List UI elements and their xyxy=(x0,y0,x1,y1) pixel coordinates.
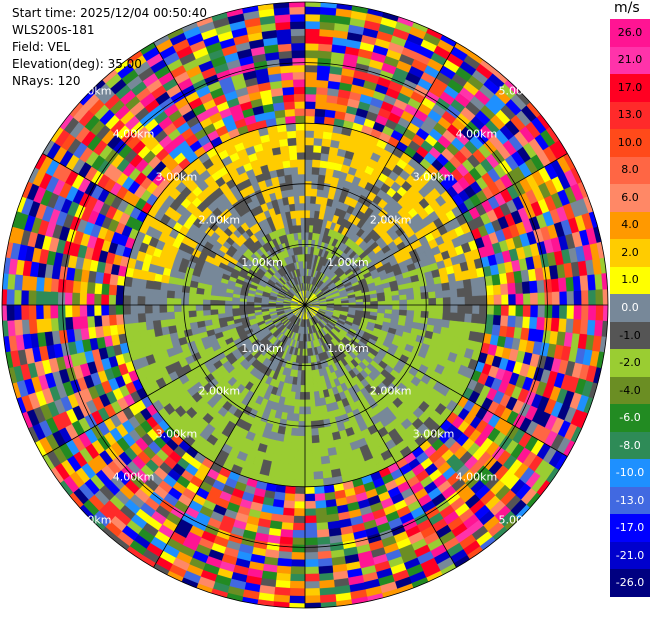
colorbar-tick-label: -4.0 xyxy=(619,383,641,397)
ring-label-5km-0: 5.00km xyxy=(70,85,112,98)
azimuth-spoke-1 xyxy=(304,42,457,306)
colorbar-tick-label: -1.0 xyxy=(619,328,641,342)
colorbar-swatch xyxy=(610,74,650,103)
gate-layer xyxy=(1,1,609,609)
colorbar-swatch xyxy=(610,266,650,295)
colorbar-tick-label: -6.0 xyxy=(619,411,641,425)
colorbar-swatch xyxy=(610,486,650,515)
colorbar xyxy=(610,0,650,610)
colorbar-tick-label: -8.0 xyxy=(619,438,641,452)
colorbar-tick-label: -17.0 xyxy=(615,521,645,535)
colorbar-tick-label: 13.0 xyxy=(617,108,643,122)
colorbar-swatch xyxy=(610,514,650,543)
ring-label-5km-1: 5.00km xyxy=(499,85,541,98)
ppi-plot: 1.00km 1.00km 1.00km 1.00km 2.00km 2.00km 2.00… xyxy=(1,1,609,609)
colorbar-title: m/s xyxy=(614,0,640,16)
ring-label-1km-1: 1.00km xyxy=(327,256,369,269)
colorbar-swatch xyxy=(610,349,650,378)
colorbar-swatch xyxy=(610,184,650,213)
colorbar-tick-label: -21.0 xyxy=(615,548,645,562)
ring-label-2km-0: 2.00km xyxy=(199,213,241,226)
ring-label-1km-3: 1.00km xyxy=(327,342,369,355)
nrays-text: NRays: 120 xyxy=(12,74,81,88)
colorbar-tick-label: 17.0 xyxy=(617,80,643,94)
ring-label-3km-2: 3.00km xyxy=(156,428,198,441)
gate-group-20 xyxy=(3,24,586,590)
colorbar-tick-label: 6.0 xyxy=(621,190,639,204)
ring-label-3km-0: 3.00km xyxy=(156,170,198,183)
colorbar-swatch xyxy=(610,239,650,268)
ring-label-4km-1: 4.00km xyxy=(456,128,498,141)
colorbar-swatch xyxy=(610,541,650,570)
azimuth-spoke-7 xyxy=(153,304,306,568)
colorbar-swatch xyxy=(610,321,650,350)
ring-label-2km-1: 2.00km xyxy=(370,213,412,226)
ring-label-4km-3: 4.00km xyxy=(456,470,498,483)
colorbar-tick-label: -26.0 xyxy=(615,576,645,590)
field-text: Field: VEL xyxy=(12,40,71,54)
plot-header: Start time: 2025/12/04 00:50:40 WLS200s-… xyxy=(12,5,207,90)
azimuth-spoke-8 xyxy=(42,304,306,457)
ring-label-1km-2: 1.00km xyxy=(241,342,283,355)
ring-label-2km-3: 2.00km xyxy=(370,385,412,398)
colorbar-tick-label: 8.0 xyxy=(621,163,639,177)
colorbar-tick-label: -30.0 xyxy=(615,603,645,617)
colorbar-swatch xyxy=(610,19,650,48)
colorbar-tick-label: -10.0 xyxy=(615,466,645,480)
colorbar-swatch xyxy=(610,156,650,185)
colorbar-swatch xyxy=(610,211,650,240)
colorbar-tick-label: -13.0 xyxy=(615,493,645,507)
colorbar-tick-label: -2.0 xyxy=(619,356,641,370)
colorbar-swatch xyxy=(610,294,650,323)
start-time-text: Start time: 2025/12/04 00:50:40 xyxy=(12,6,207,20)
colorbar-tick-label: 0.0 xyxy=(621,301,639,314)
colorbar-swatch xyxy=(610,431,650,460)
ring-label-2km-2: 2.00km xyxy=(199,385,241,398)
colorbar-tick-label: 26.0 xyxy=(617,25,643,39)
colorbar-tick-label: 4.0 xyxy=(621,218,639,232)
instrument-name: WLS200s-181 xyxy=(12,23,95,37)
colorbar-tick-label: 1.0 xyxy=(621,273,639,287)
colorbar-swatch xyxy=(610,101,650,130)
colorbar-swatch xyxy=(610,569,650,598)
elevation-text: Elevation(deg): 35.00 xyxy=(12,57,142,71)
ring-label-4km-2: 4.00km xyxy=(113,470,155,483)
ring-label-4km-0: 4.00km xyxy=(113,128,155,141)
ring-label-1km-0: 1.00km xyxy=(241,256,283,269)
ring-label-3km-1: 3.00km xyxy=(413,170,455,183)
ring-label-5km-3: 5.00km xyxy=(499,513,541,526)
azimuth-spoke-4 xyxy=(304,304,568,457)
azimuth-spoke-5 xyxy=(304,304,457,568)
colorbar-swatch xyxy=(610,46,650,75)
colorbar-tick-label: 10.0 xyxy=(617,135,643,149)
azimuth-spoke-10 xyxy=(42,153,306,306)
azimuth-spoke-11 xyxy=(153,42,306,306)
ring-label-3km-3: 3.00km xyxy=(413,428,455,441)
colorbar-swatch xyxy=(610,404,650,433)
colorbar-swatch xyxy=(610,376,650,405)
colorbar-swatch xyxy=(610,129,650,158)
colorbar-tick-label: 2.0 xyxy=(621,245,639,259)
colorbar-tick-label: 21.0 xyxy=(617,53,643,67)
azimuth-spoke-2 xyxy=(304,153,568,306)
colorbar-swatch xyxy=(610,459,650,488)
ring-label-5km-2: 5.00km xyxy=(70,513,112,526)
